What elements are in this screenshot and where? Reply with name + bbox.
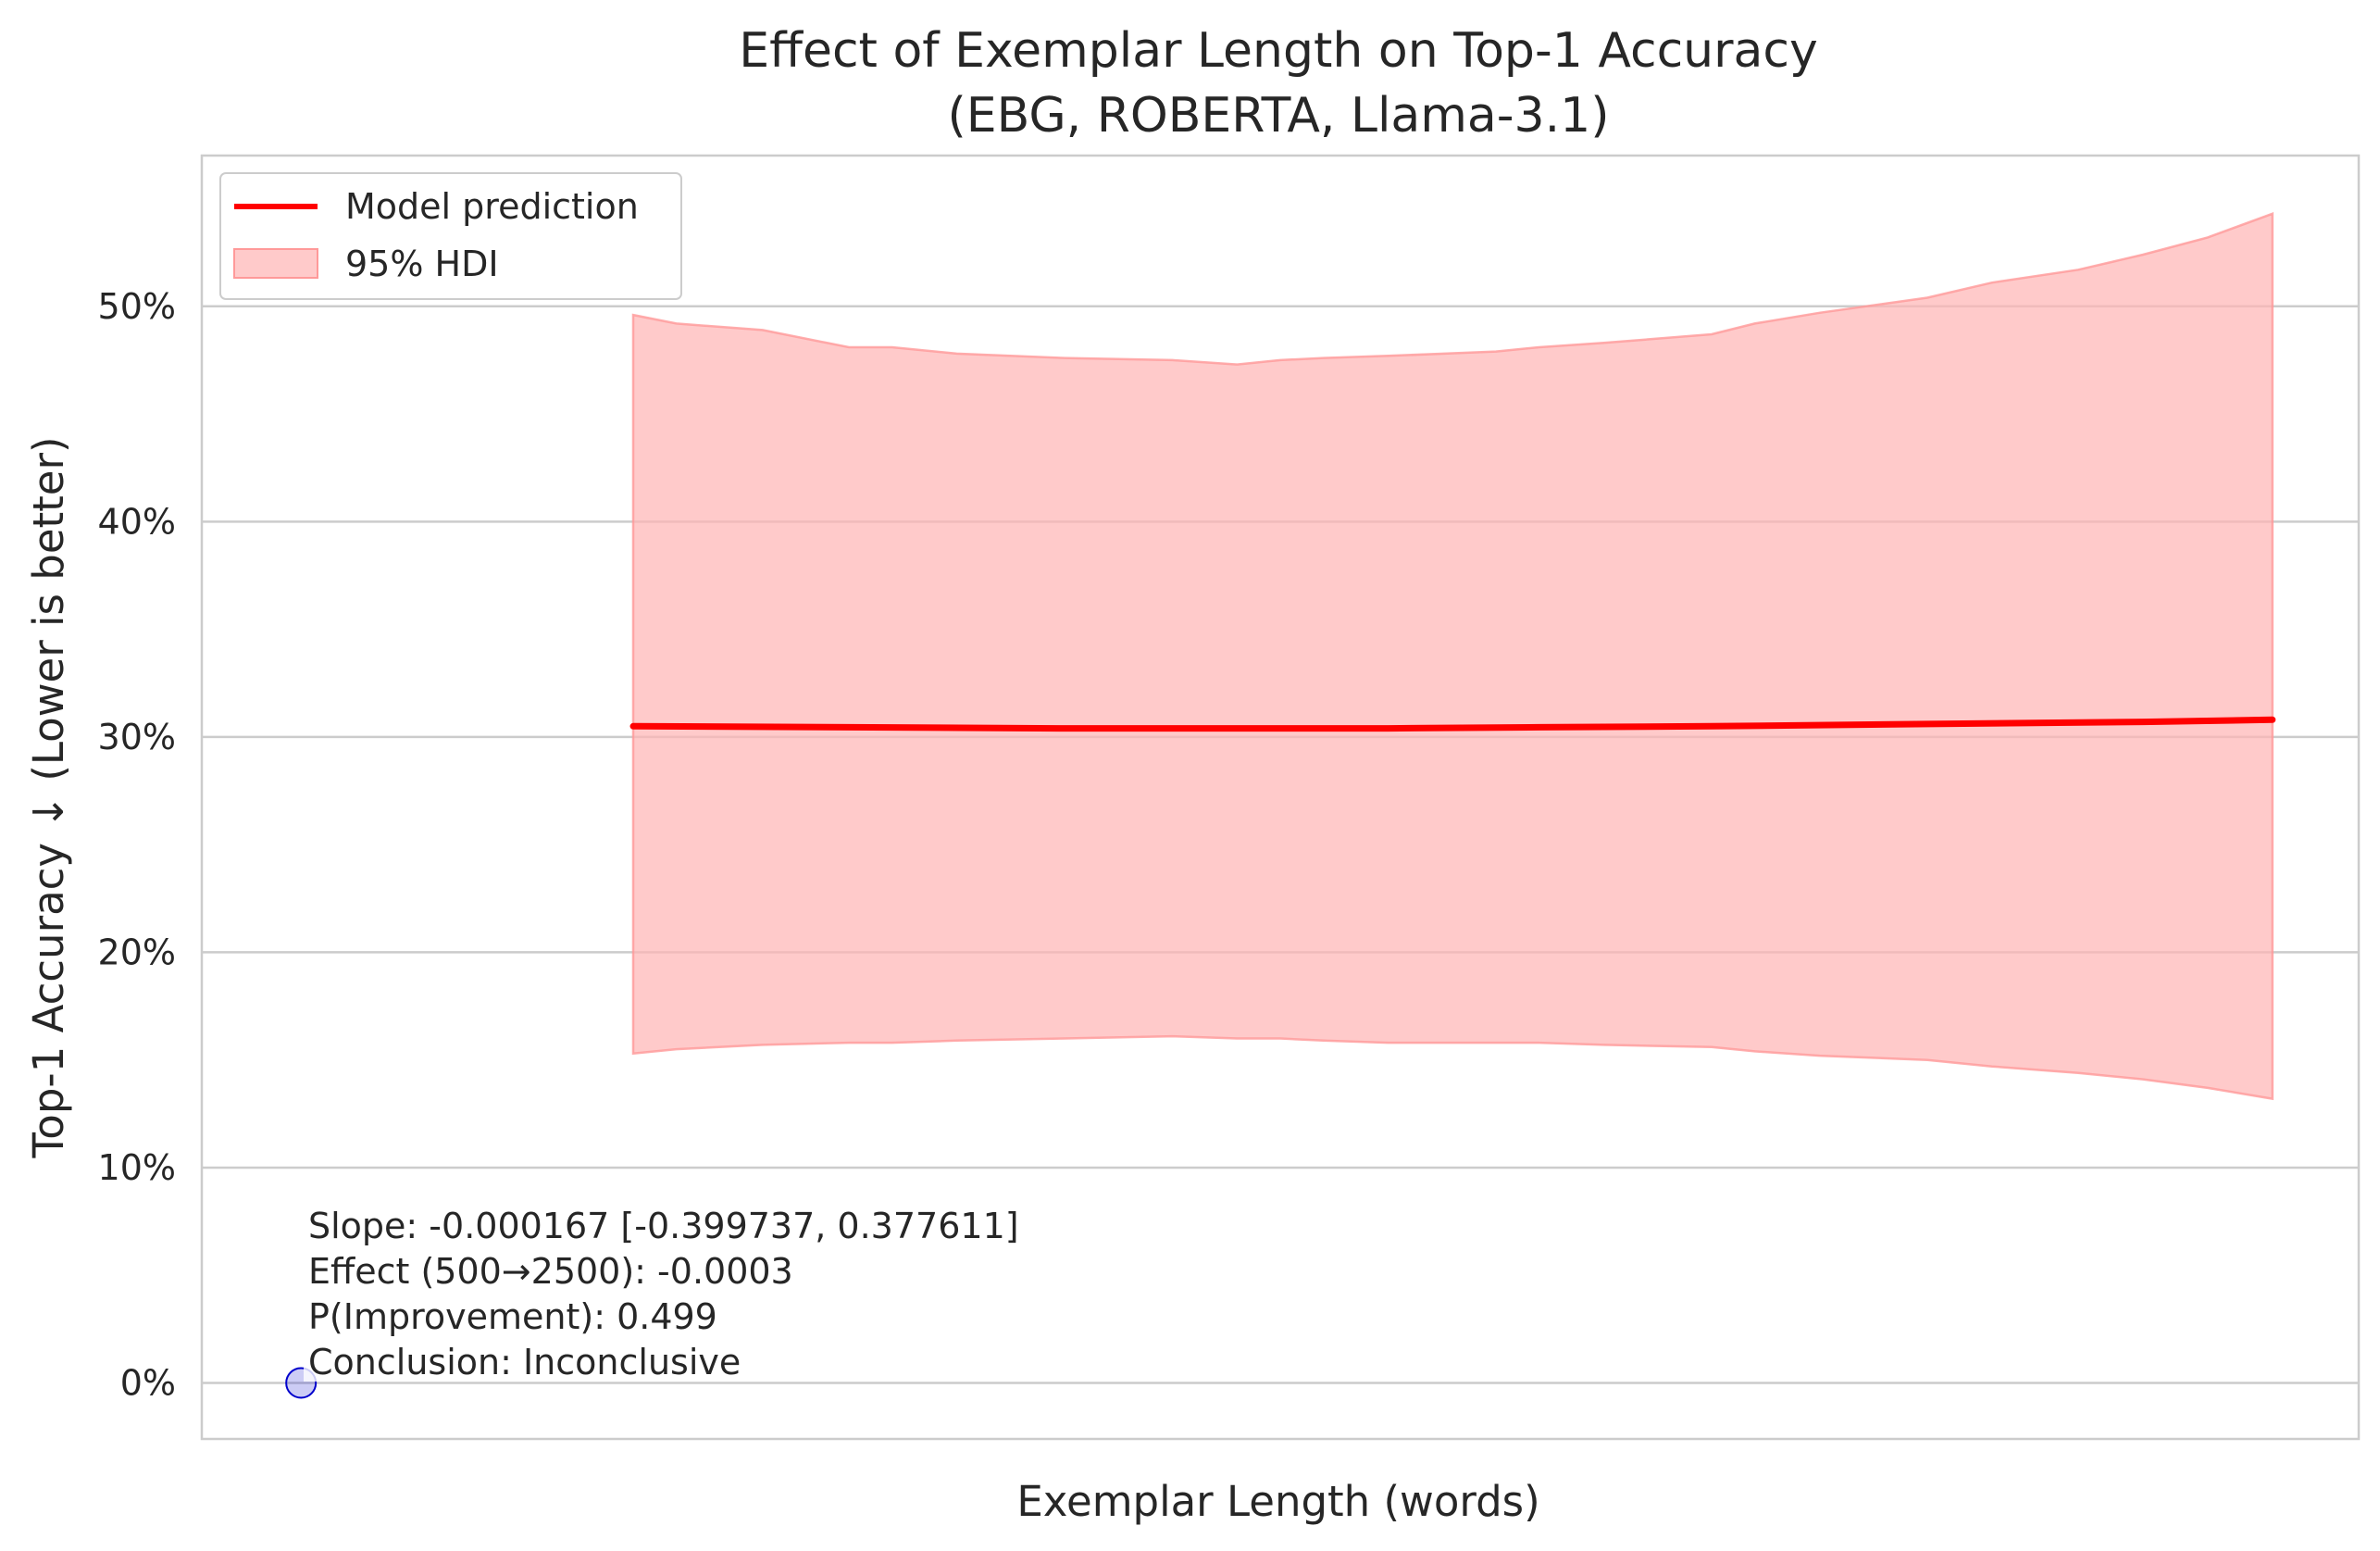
annotation-background <box>304 1204 1109 1382</box>
prediction-line <box>629 716 2276 732</box>
y-tick-label: 20% <box>98 932 176 972</box>
y-tick-label: 30% <box>98 717 176 757</box>
annotation-line-effect: Effect (500→2500): -0.0003 <box>308 1251 793 1292</box>
chart-subtitle: (EBG, ROBERTA, Llama-3.1) <box>947 88 1609 144</box>
hdi-band <box>631 212 2274 1101</box>
y-axis-label: Top-1 Accuracy ↓ (Lower is better) <box>24 436 73 1158</box>
annotation-box: Slope: -0.000167 [-0.399737, 0.377611] E… <box>304 1204 1109 1382</box>
annotation-line-conclusion: Conclusion: Inconclusive <box>308 1342 741 1382</box>
legend-frame <box>219 172 682 300</box>
x-axis-label: Exemplar Length (words) <box>1016 1477 1539 1526</box>
y-tick-label: 0% <box>120 1363 176 1404</box>
y-tick-labels: 0% 10% 20% 30% 40% 50% <box>98 286 176 1404</box>
annotation-line-probability: P(Improvement): 0.499 <box>308 1296 717 1337</box>
legend-patch-swatch <box>233 248 318 279</box>
chart-title: Effect of Exemplar Length on Top-1 Accur… <box>739 23 1817 79</box>
y-tick-label: 10% <box>98 1147 176 1188</box>
annotation-line-slope: Slope: -0.000167 [-0.399737, 0.377611] <box>308 1206 1019 1246</box>
legend: Model prediction 95% HDI <box>219 172 682 300</box>
y-tick-label: 40% <box>98 501 176 542</box>
hdi-band-layer <box>631 212 2274 1101</box>
y-tick-label: 50% <box>98 286 176 327</box>
plot-frame <box>200 154 2361 1441</box>
legend-label-hdi: 95% HDI <box>345 244 499 284</box>
prediction-line-layer <box>629 716 2276 732</box>
legend-label-prediction: Model prediction <box>345 186 639 227</box>
